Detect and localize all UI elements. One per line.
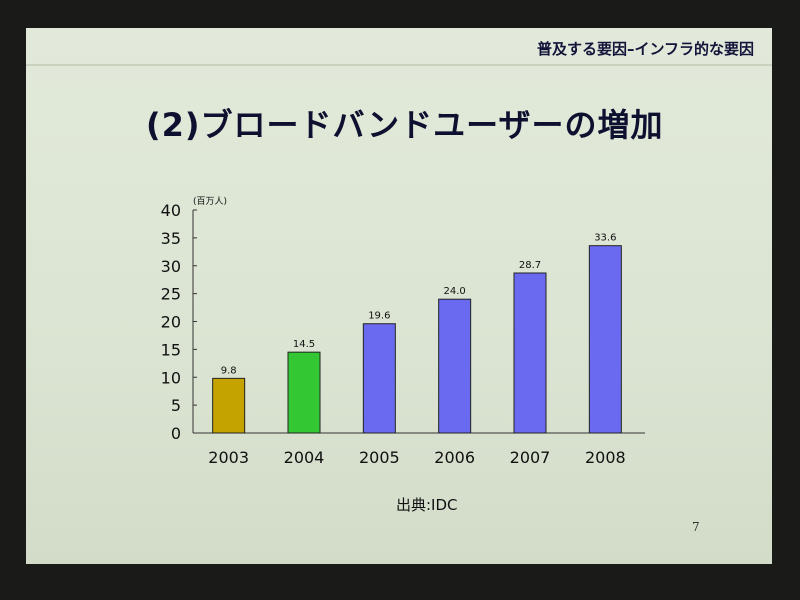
y-axis-unit: (百万人): [193, 196, 227, 207]
x-tick-label: 2006: [434, 448, 475, 467]
y-tick-label: 40: [161, 201, 181, 220]
x-tick-label: 2008: [585, 448, 626, 467]
bar-2007: [513, 272, 547, 434]
data-label: 9.8: [221, 365, 237, 376]
y-tick-label: 35: [161, 229, 181, 248]
bar-2006: [438, 298, 472, 434]
data-label: 14.5: [293, 339, 315, 350]
x-tick-label: 2005: [359, 448, 400, 467]
slide-header: 普及する要因–インフラ的な要因: [536, 40, 754, 58]
y-tick-label: 25: [161, 285, 181, 304]
bar-2005: [362, 323, 396, 434]
y-tick-label: 30: [161, 257, 181, 276]
source-note: 出典:IDC: [396, 496, 458, 514]
bar-2004: [287, 351, 321, 434]
data-label: 19.6: [368, 311, 390, 322]
y-tick-label: 10: [161, 368, 181, 387]
y-tick-label: 5: [171, 396, 181, 415]
y-tick-label: 20: [161, 313, 181, 332]
slide: 普及する要因–インフラ的な要因 (2)ブロードバンドユーザーの増加 出典:IDC…: [26, 28, 772, 564]
y-tick-label: 0: [171, 424, 181, 443]
bar-2008: [588, 245, 622, 434]
slide-title: (2)ブロードバンドユーザーの増加: [146, 106, 664, 144]
data-label: 24.0: [444, 286, 466, 297]
header-bar: [26, 28, 772, 66]
data-label: 33.6: [594, 233, 616, 244]
x-tick-label: 2003: [208, 448, 249, 467]
page-number: 7: [692, 520, 700, 534]
y-tick-label: 15: [161, 340, 181, 359]
x-tick-label: 2007: [510, 448, 551, 467]
data-label: 28.7: [519, 260, 541, 271]
x-tick-label: 2004: [284, 448, 325, 467]
bar-2003: [212, 377, 246, 434]
